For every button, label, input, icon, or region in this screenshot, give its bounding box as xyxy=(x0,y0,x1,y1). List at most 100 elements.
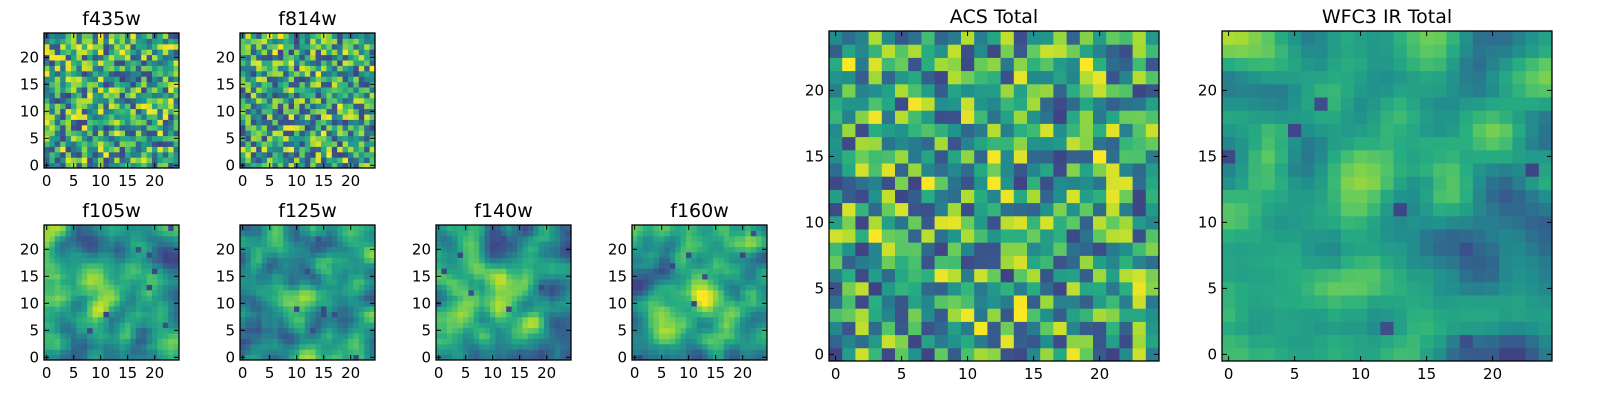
heatmap-cell xyxy=(294,65,300,72)
heatmap-cell xyxy=(321,135,327,142)
heatmap-cell xyxy=(1000,149,1015,164)
heatmap-cell xyxy=(457,295,464,302)
heatmap-cell xyxy=(310,300,317,307)
heatmap-cell xyxy=(1472,308,1487,322)
heatmap-cell xyxy=(342,81,349,88)
heatmap-cell xyxy=(756,306,763,312)
heatmap-cell xyxy=(240,306,246,312)
heatmap-cell xyxy=(921,189,936,204)
heatmap-cell xyxy=(457,338,464,345)
heatmap-cell xyxy=(162,60,169,66)
heatmap-cell xyxy=(299,327,306,334)
heatmap-cell xyxy=(729,262,736,269)
heatmap-cell xyxy=(473,327,480,334)
heatmap-cell xyxy=(81,300,88,307)
heatmap-cell xyxy=(250,49,257,56)
heatmap-cell xyxy=(98,235,104,242)
heatmap-cell xyxy=(1132,123,1147,138)
heatmap-cell xyxy=(1459,321,1474,336)
heatmap-cell xyxy=(331,114,338,120)
heatmap-cell xyxy=(288,354,295,361)
heatmap-cell xyxy=(974,308,988,322)
heatmap-cell xyxy=(468,230,475,237)
heatmap-cell xyxy=(632,268,638,275)
heatmap-cell xyxy=(92,146,99,153)
heatmap-cell xyxy=(272,246,279,253)
heatmap-cell xyxy=(81,241,88,248)
heatmap-cell xyxy=(337,60,344,66)
heatmap-cell xyxy=(1340,281,1355,296)
heatmap-cell xyxy=(283,241,290,248)
heatmap-cell xyxy=(740,279,746,285)
heatmap-cell xyxy=(135,225,142,231)
heatmap-cell xyxy=(54,135,61,142)
heatmap-cell xyxy=(152,322,158,329)
heatmap-cell xyxy=(934,44,949,58)
heatmap-cell xyxy=(250,295,257,302)
heatmap-cell xyxy=(1380,255,1395,270)
heatmap-cell xyxy=(245,157,252,164)
heatmap-cell xyxy=(353,65,360,72)
heatmap-cell xyxy=(348,257,354,264)
heatmap-cell xyxy=(65,284,72,291)
heatmap-cell xyxy=(342,295,349,302)
heatmap-cell xyxy=(125,289,131,296)
heatmap-cell xyxy=(734,316,741,323)
heatmap-cell xyxy=(157,130,164,137)
heatmap-cell xyxy=(457,284,464,291)
heatmap-cell xyxy=(304,257,311,264)
heatmap-cell xyxy=(283,311,290,318)
y-tick-label: 20 xyxy=(412,240,431,258)
heatmap-cell xyxy=(740,257,746,264)
heatmap-cell xyxy=(921,215,936,230)
heatmap-cell xyxy=(283,43,290,50)
heatmap-cell xyxy=(272,268,279,275)
heatmap-cell xyxy=(294,103,300,110)
heatmap-cell xyxy=(310,327,317,334)
heatmap-cell xyxy=(162,54,169,61)
heatmap-cell xyxy=(554,235,561,242)
heatmap-cell xyxy=(283,33,290,39)
heatmap-cell xyxy=(267,81,273,88)
heatmap-cell xyxy=(157,135,164,142)
heatmap-cell xyxy=(511,343,518,350)
heatmap-cell xyxy=(921,149,936,164)
heatmap-cell xyxy=(315,97,322,104)
heatmap-cell xyxy=(277,103,284,110)
heatmap-cell xyxy=(152,338,158,345)
y-tick-label: 5 xyxy=(29,321,39,339)
heatmap-cell xyxy=(283,146,290,153)
heatmap-cell xyxy=(135,43,142,50)
heatmap-cell xyxy=(1393,281,1408,296)
heatmap-cell xyxy=(135,230,142,237)
heatmap-cell xyxy=(162,135,169,142)
heatmap-cell xyxy=(554,225,561,231)
heatmap-cell xyxy=(1053,176,1068,190)
heatmap-cell xyxy=(76,146,83,153)
heatmap-cell xyxy=(267,306,273,312)
heatmap-cell xyxy=(881,268,896,283)
heatmap-cell xyxy=(331,262,338,269)
heatmap-cell xyxy=(842,97,856,111)
heatmap-cell xyxy=(76,343,83,350)
heatmap-cell xyxy=(81,81,88,88)
heatmap-cell xyxy=(162,81,169,88)
heatmap-cell xyxy=(369,252,376,258)
heatmap-cell xyxy=(310,49,317,56)
heatmap-cell xyxy=(272,262,279,269)
heatmap-cell xyxy=(500,284,507,291)
heatmap-cell xyxy=(723,354,730,361)
heatmap-cell xyxy=(511,262,518,269)
heatmap-cell xyxy=(162,103,169,110)
heatmap-cell xyxy=(868,176,883,190)
heatmap-cell xyxy=(353,70,360,77)
heatmap-cell xyxy=(130,235,137,242)
heatmap-cell xyxy=(707,343,714,350)
y-tick-label: 10 xyxy=(20,294,39,312)
heatmap-cell xyxy=(961,176,975,190)
heatmap-cell xyxy=(495,235,502,242)
heatmap-cell xyxy=(87,273,94,280)
heatmap-cell xyxy=(130,354,137,361)
heatmap-cell xyxy=(310,157,317,164)
